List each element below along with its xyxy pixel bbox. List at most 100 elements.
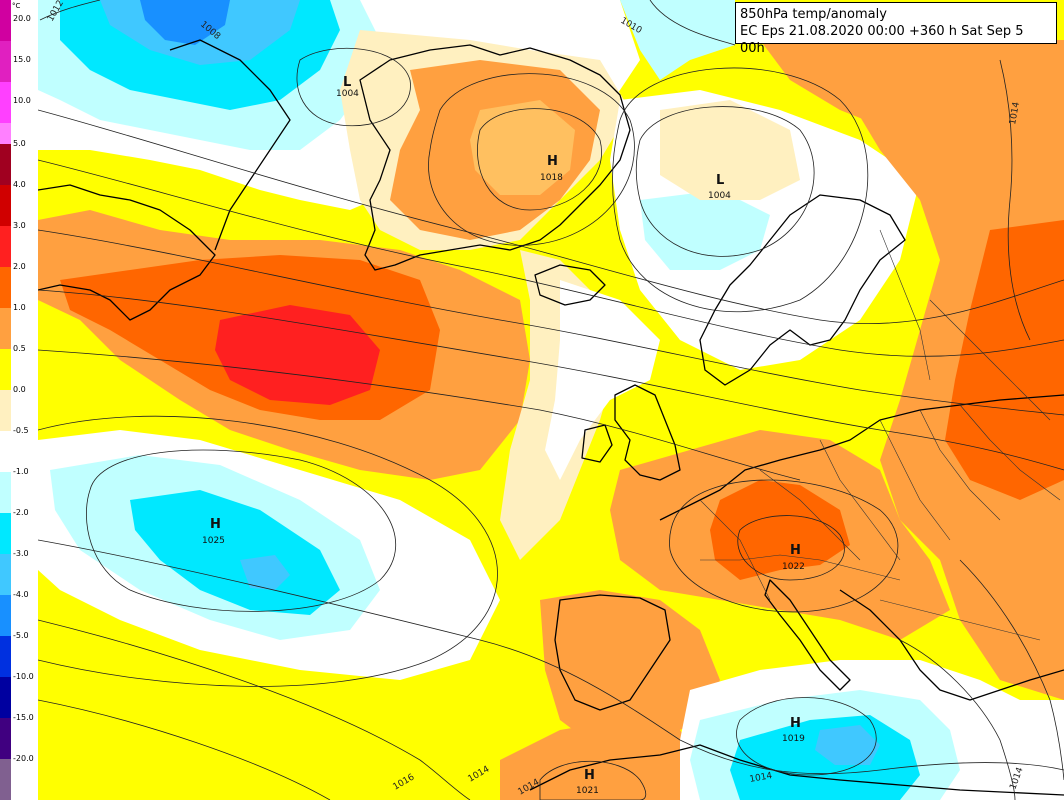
border-line bbox=[759, 469, 861, 561]
legend-swatch-17 bbox=[0, 677, 11, 718]
legend-swatch-10 bbox=[0, 390, 11, 431]
isobar-h1025-outer bbox=[38, 415, 498, 687]
shading-blue-med-core bbox=[815, 725, 880, 765]
africa-coast bbox=[529, 744, 1064, 796]
legend-swatch-3 bbox=[0, 123, 11, 144]
pressure-center-letter: L bbox=[716, 173, 724, 188]
pressure-center-value: 1004 bbox=[708, 191, 731, 201]
isobar-h1018-outer bbox=[428, 73, 635, 246]
isobar bbox=[38, 349, 801, 481]
pressure-center-value: 1025 bbox=[202, 536, 225, 546]
border-line bbox=[879, 229, 931, 381]
border-line bbox=[879, 419, 951, 541]
legend-label: -4.0 bbox=[13, 590, 29, 599]
map-title-line2: EC Eps 21.08.2020 00:00 +360 h Sat Sep 5… bbox=[740, 24, 1024, 56]
legend-swatch-0 bbox=[0, 0, 11, 41]
pressure-center-value: 1021 bbox=[576, 786, 599, 796]
legend-label: 2.0 bbox=[13, 262, 26, 271]
italy-coast bbox=[764, 579, 851, 691]
balkans-coast bbox=[839, 589, 1064, 701]
legend-label: 20.0 bbox=[13, 14, 31, 23]
legend-swatch-8 bbox=[0, 308, 11, 349]
map-title-line1: 850hPa temp/anomaly bbox=[740, 7, 887, 22]
isobar-h1022-alps bbox=[737, 515, 845, 581]
shading-cyan-northeast bbox=[620, 0, 735, 80]
isobar bbox=[38, 619, 471, 800]
legend-label: -20.0 bbox=[13, 754, 34, 763]
pressure-center-letter: H bbox=[584, 768, 595, 783]
legend-label: -10.0 bbox=[13, 672, 34, 681]
shading-lightorange-east bbox=[840, 40, 1064, 700]
border-line bbox=[819, 439, 901, 561]
shading-white-band bbox=[545, 280, 660, 480]
legend-label: 1.0 bbox=[13, 303, 26, 312]
legend-swatch-19 bbox=[0, 759, 11, 800]
canada-arctic-coast bbox=[169, 39, 291, 251]
legend-label: -15.0 bbox=[13, 713, 34, 722]
shading-deepblue-north bbox=[140, 0, 230, 45]
ireland-coast bbox=[581, 424, 613, 463]
pressure-centers: L 1004 H 1018 L 1004 H 1025 H 1022 H 101… bbox=[202, 75, 805, 796]
isobar-h1022-outer bbox=[669, 479, 899, 613]
legend-swatch-15 bbox=[0, 595, 11, 636]
shading-orange-alps bbox=[710, 480, 850, 580]
pressure-center-letter: H bbox=[547, 154, 558, 169]
isobar-h1025 bbox=[86, 449, 397, 612]
legend-swatch-1 bbox=[0, 41, 11, 82]
border-line bbox=[919, 409, 1001, 521]
isobar-label: 1014 bbox=[1008, 101, 1022, 126]
legend-swatch-11 bbox=[0, 431, 11, 472]
legend-label: 10.0 bbox=[13, 96, 31, 105]
isobar-h1018-greenland bbox=[477, 108, 602, 211]
isobars bbox=[38, 0, 1064, 800]
border-line bbox=[879, 599, 1041, 641]
legend-unit: °C bbox=[12, 2, 21, 10]
legend-swatch-9 bbox=[0, 349, 11, 390]
uk-coast bbox=[614, 384, 681, 481]
anomaly-shading bbox=[38, 0, 1064, 800]
border-line bbox=[959, 404, 1061, 501]
isobar bbox=[38, 289, 1064, 471]
isobar bbox=[38, 539, 1064, 775]
legend-label: 5.0 bbox=[13, 139, 26, 148]
legend-label: 15.0 bbox=[13, 55, 31, 64]
iberia-coast bbox=[554, 594, 671, 711]
legend-swatch-14 bbox=[0, 554, 11, 595]
legend-swatch-18 bbox=[0, 718, 11, 759]
isobar bbox=[39, 0, 101, 21]
border-line bbox=[700, 554, 901, 581]
pressure-center-letter: H bbox=[210, 517, 221, 532]
isobar bbox=[899, 639, 1016, 800]
isobar bbox=[38, 159, 1064, 357]
pressure-center-value: 1019 bbox=[782, 734, 805, 744]
shading-blue-midatlantic-core bbox=[240, 555, 290, 590]
legend-swatch-7 bbox=[0, 267, 11, 308]
legend-label: -1.0 bbox=[13, 467, 29, 476]
isobar bbox=[38, 109, 1064, 324]
iceland-coast bbox=[534, 264, 606, 306]
legend-swatch-16 bbox=[0, 636, 11, 677]
map-title-box: 850hPa temp/anomaly EC Eps 21.08.2020 00… bbox=[735, 2, 1057, 56]
isobar bbox=[38, 229, 1064, 416]
anomaly-map: 1012 1008 1010 1014 1016 1014 1014 1014 … bbox=[38, 0, 1064, 800]
shading-lightblue-scandinavia bbox=[640, 190, 770, 270]
isobar-h1019-med bbox=[736, 697, 877, 776]
legend-label: -0.5 bbox=[13, 426, 29, 435]
shading-neutral-scandinavia bbox=[660, 100, 800, 200]
pressure-center-value: 1018 bbox=[540, 173, 563, 183]
legend-label: 0.0 bbox=[13, 385, 26, 394]
country-borders bbox=[699, 229, 1061, 641]
legend-label: 0.5 bbox=[13, 344, 26, 353]
isobar bbox=[959, 559, 1064, 781]
shading-lightorange-greenland-core bbox=[470, 100, 575, 195]
isobar-l1004-scandinavia-outer bbox=[612, 67, 869, 313]
legend-label: 3.0 bbox=[13, 221, 26, 230]
pressure-center-value: 1022 bbox=[782, 562, 805, 572]
isobar-l1004-north bbox=[296, 47, 411, 127]
isobar bbox=[999, 59, 1031, 341]
legend-label: -2.0 bbox=[13, 508, 29, 517]
legend-label: -3.0 bbox=[13, 549, 29, 558]
temperature-anomaly-legend: °C 20.0 15.0 10.0 5.0 4.0 3.0 2.0 1.0 0.… bbox=[0, 0, 39, 800]
scandinavia-coast bbox=[699, 194, 906, 386]
